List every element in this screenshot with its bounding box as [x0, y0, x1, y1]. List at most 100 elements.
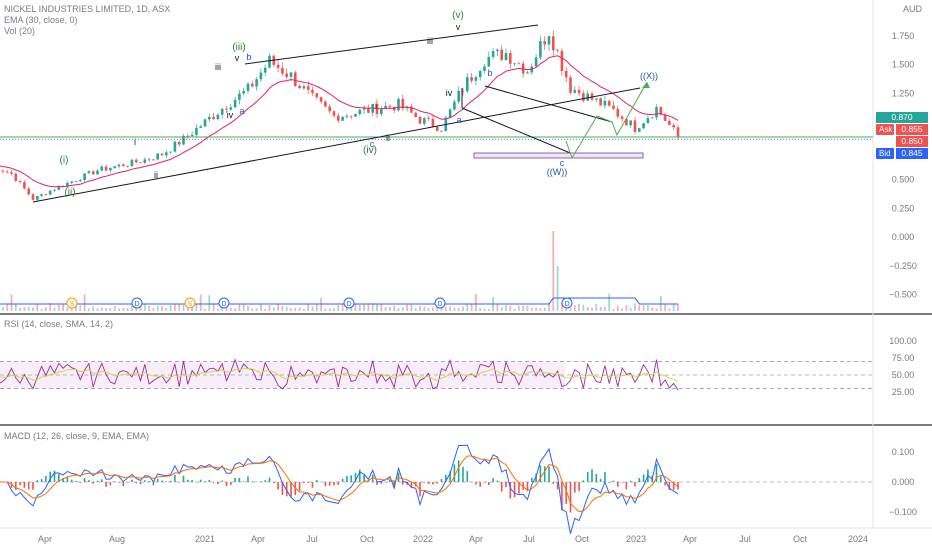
rsi-pane[interactable] — [0, 358, 873, 391]
candle-body[interactable] — [294, 72, 297, 86]
candle-body[interactable] — [83, 173, 86, 181]
candle-body[interactable] — [448, 109, 452, 118]
candle-body[interactable] — [418, 117, 422, 124]
symbol-title[interactable]: NICKEL INDUSTRIES LIMITED, 1D, ASX — [4, 4, 171, 14]
candle-body[interactable] — [156, 153, 159, 160]
candle-body[interactable] — [14, 173, 18, 182]
candle-body[interactable] — [23, 182, 26, 189]
candle-body[interactable] — [612, 105, 615, 109]
candle-body[interactable] — [195, 127, 198, 135]
candle-body[interactable] — [10, 172, 13, 174]
candle-body[interactable] — [655, 107, 658, 118]
candle-body[interactable] — [521, 63, 525, 74]
ema-legend[interactable]: EMA (30, close, 0) — [4, 15, 78, 25]
candle-body[interactable] — [220, 108, 224, 115]
candle-body[interactable] — [620, 116, 624, 119]
candle-body[interactable] — [427, 118, 430, 120]
candle-body[interactable] — [663, 114, 667, 121]
candle-body[interactable] — [216, 114, 220, 120]
candle-body[interactable] — [504, 53, 508, 60]
candle-body[interactable] — [122, 164, 125, 167]
candle-body[interactable] — [599, 98, 602, 106]
candle-body[interactable] — [625, 118, 628, 126]
wedge-lower-line[interactable] — [461, 107, 576, 156]
candle-body[interactable] — [48, 190, 52, 195]
candle-body[interactable] — [246, 83, 250, 91]
candle-body[interactable] — [126, 166, 129, 167]
macd-line[interactable] — [0, 444, 679, 534]
projection-path[interactable] — [565, 81, 648, 160]
candle-body[interactable] — [104, 166, 108, 171]
candle-body[interactable] — [341, 116, 344, 121]
candle-body[interactable] — [466, 77, 469, 92]
price-pane[interactable] — [0, 30, 873, 202]
candle-body[interactable] — [513, 63, 516, 65]
candle-body[interactable] — [487, 57, 491, 67]
candle-body[interactable] — [650, 117, 654, 119]
candle-body[interactable] — [367, 108, 370, 113]
candle-body[interactable] — [70, 181, 73, 183]
dividend-event-icon[interactable] — [561, 297, 573, 309]
candle-body[interactable] — [109, 168, 112, 171]
candle-body[interactable] — [263, 67, 267, 73]
candle-body[interactable] — [423, 118, 426, 124]
candle-body[interactable] — [616, 108, 620, 117]
candle-body[interactable] — [259, 72, 263, 80]
candle-body[interactable] — [453, 101, 456, 110]
candle-body[interactable] — [91, 171, 95, 175]
candle-body[interactable] — [577, 90, 581, 94]
candle-body[interactable] — [31, 194, 35, 200]
candle-body[interactable] — [564, 70, 568, 78]
candle-body[interactable] — [251, 83, 254, 87]
candle-body[interactable] — [66, 182, 69, 187]
candle-body[interactable] — [638, 128, 641, 132]
candle-body[interactable] — [659, 107, 663, 115]
candle-body[interactable] — [268, 55, 271, 68]
rsi-legend[interactable]: RSI (14, close, SMA, 14, 2) — [4, 319, 114, 329]
candle-body[interactable] — [173, 141, 177, 152]
split-event-icon[interactable] — [184, 297, 196, 309]
candle-body[interactable] — [100, 166, 104, 171]
candle-body[interactable] — [169, 151, 172, 153]
candle-body[interactable] — [401, 98, 405, 109]
candle-body[interactable] — [53, 189, 56, 191]
candle-body[interactable] — [556, 50, 559, 52]
volume-legend[interactable]: Vol (20) — [4, 26, 36, 36]
candle-body[interactable] — [586, 93, 589, 101]
candle-body[interactable] — [337, 115, 340, 121]
candle-body[interactable] — [160, 153, 164, 156]
candle-body[interactable] — [18, 181, 22, 183]
candle-body[interactable] — [491, 51, 495, 58]
candle-body[interactable] — [27, 188, 30, 195]
candle-body[interactable] — [242, 90, 245, 94]
candle-body[interactable] — [289, 72, 293, 77]
candle-body[interactable] — [474, 77, 478, 81]
candle-body[interactable] — [147, 159, 151, 161]
candle-body[interactable] — [478, 70, 482, 78]
candle-body[interactable] — [552, 36, 555, 51]
candle-body[interactable] — [281, 67, 284, 74]
candle-body[interactable] — [130, 159, 134, 167]
candle-body[interactable] — [539, 41, 542, 58]
candle-body[interactable] — [190, 134, 194, 137]
candle-body[interactable] — [238, 93, 241, 100]
candle-body[interactable] — [225, 108, 228, 110]
candle-body[interactable] — [358, 109, 362, 114]
candle-body[interactable] — [182, 135, 185, 145]
candle-body[interactable] — [298, 85, 301, 89]
candle-body[interactable] — [1, 170, 5, 172]
dividend-event-icon[interactable] — [434, 297, 446, 309]
candle-body[interactable] — [276, 64, 280, 68]
candle-body[interactable] — [328, 106, 331, 112]
candle-body[interactable] — [319, 97, 323, 102]
candle-body[interactable] — [461, 90, 465, 92]
candle-body[interactable] — [547, 36, 551, 45]
drawing-layer[interactable]: (i)(ii)(iii)(iv)(v)iiiiiiivviiiivviiiaba… — [32, 10, 658, 203]
candle-body[interactable] — [362, 108, 366, 110]
candle-body[interactable] — [517, 63, 521, 65]
macd-legend[interactable]: MACD (12, 26, close, 9, EMA, EMA) — [4, 431, 150, 441]
candle-body[interactable] — [152, 159, 155, 161]
candle-body[interactable] — [384, 105, 387, 110]
candle-body[interactable] — [186, 135, 190, 137]
